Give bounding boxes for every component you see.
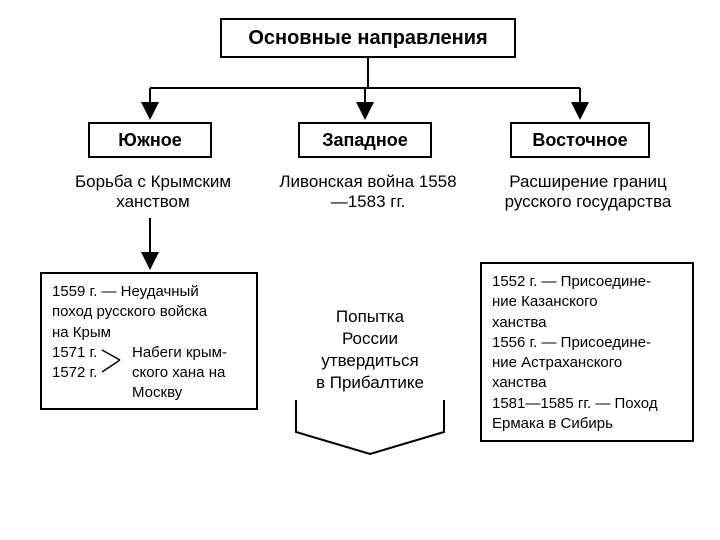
chevron-icon <box>296 400 444 454</box>
east-l3: ханства <box>492 313 682 333</box>
east-l6: ханства <box>492 373 682 393</box>
south-l5b: ского хана на <box>132 363 225 383</box>
branch-south-label: Южное <box>118 130 181 151</box>
root-box: Основные направления <box>220 18 516 58</box>
branch-west: Западное <box>298 122 432 158</box>
branch-south: Южное <box>88 122 212 158</box>
caption-south: Борьба с Крымским ханством <box>48 172 258 212</box>
branch-west-label: Западное <box>322 130 407 151</box>
east-l1: 1552 г. — Присоедине- <box>492 272 682 292</box>
south-l4b: Набеги крым- <box>132 343 227 363</box>
east-l2: ние Казанского <box>492 292 682 312</box>
east-details: 1552 г. — Присоедине- ние Казанского хан… <box>480 262 694 442</box>
south-l5a: 1572 г. <box>52 363 97 383</box>
branch-east-label: Восточное <box>532 130 627 151</box>
root-label: Основные направления <box>248 27 487 50</box>
east-l5: ние Астраханского <box>492 353 682 373</box>
south-l1: 1559 г. — Неудачный <box>52 282 246 302</box>
branch-east: Восточное <box>510 122 650 158</box>
caption-east: Расширение границ русского государства <box>490 172 686 212</box>
south-l6: Москву <box>52 383 246 403</box>
south-details: 1559 г. — Неудачный поход русского войск… <box>40 272 258 410</box>
east-l8: Ермака в Сибирь <box>492 414 682 434</box>
south-l4a: 1571 г. <box>52 343 97 363</box>
east-l7: 1581—1585 гг. — Поход <box>492 394 682 414</box>
west-center-text: Попытка России утвердиться в Прибалтике <box>300 306 440 394</box>
east-l4: 1556 г. — Присоедине- <box>492 333 682 353</box>
south-l3: на Крым <box>52 323 246 343</box>
caption-west: Ливонская война 1558—1583 гг. <box>278 172 458 212</box>
south-l2: поход русского войска <box>52 302 246 322</box>
